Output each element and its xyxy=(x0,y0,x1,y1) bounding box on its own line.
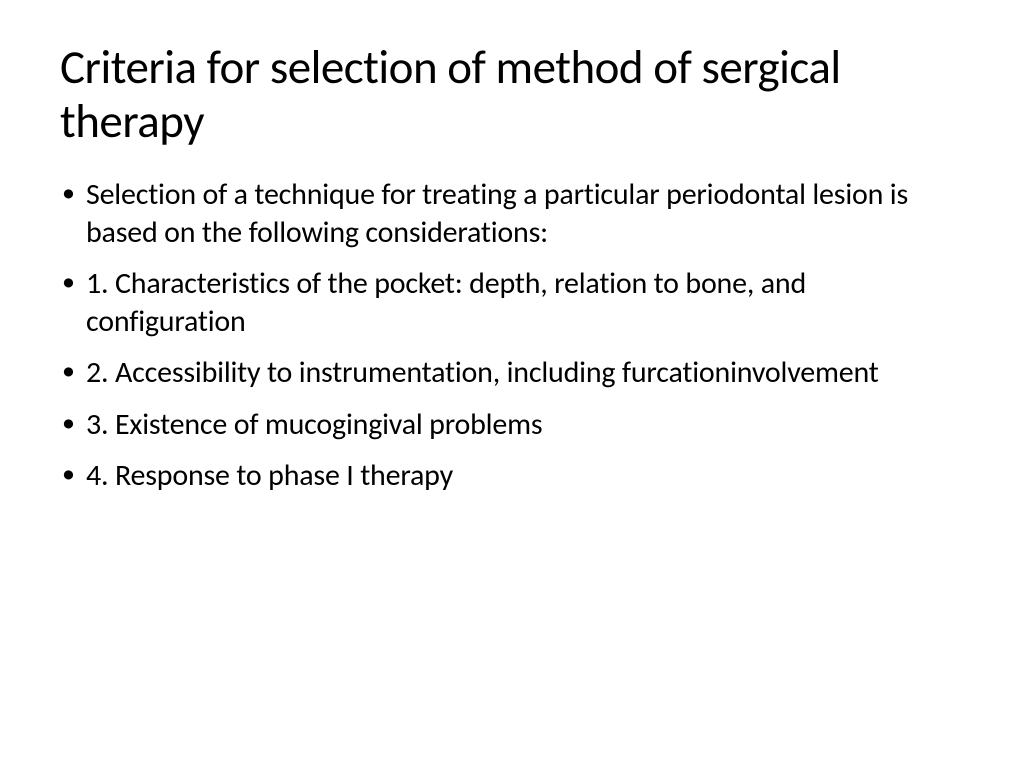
bullet-list: Selection of a technique for treating a … xyxy=(60,176,964,495)
bullet-item: 1. Characteristics of the pocket: depth,… xyxy=(60,265,964,340)
bullet-item: 3. Existence of mucogingival problems xyxy=(60,406,964,444)
slide-title: Criteria for selection of method of serg… xyxy=(60,40,964,148)
bullet-item: 4. Response to phase I therapy xyxy=(60,457,964,495)
bullet-item: 2. Accessibility to instrumentation, inc… xyxy=(60,354,964,392)
bullet-item: Selection of a technique for treating a … xyxy=(60,176,964,251)
